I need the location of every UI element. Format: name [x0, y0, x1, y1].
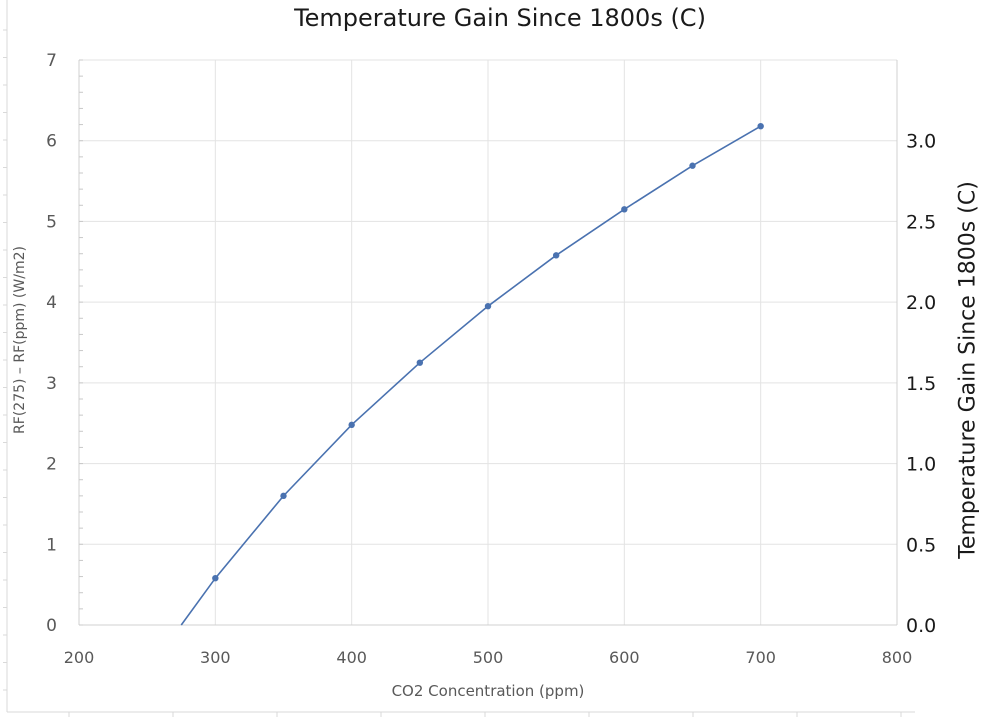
x-tick-label: 800: [882, 648, 913, 667]
data-point-marker: [689, 162, 696, 169]
chart-title: Temperature Gain Since 1800s (C): [294, 4, 706, 32]
x-tick-label: 200: [64, 648, 95, 667]
y-axis-right-ticks: 0.0 0.5 1.0 1.5 2.0 2.5 3.0: [906, 131, 936, 637]
data-point-marker: [621, 206, 628, 213]
data-series: [180, 122, 764, 626]
outer-frame: [3, 0, 915, 717]
x-tick-label: 400: [336, 648, 367, 667]
y2-tick-label: 0.5: [906, 534, 936, 556]
y2-tick-label: 2.5: [906, 211, 936, 233]
y2-tick-label: 1.0: [906, 454, 936, 476]
data-point-marker: [348, 421, 355, 429]
series-line: [180, 125, 762, 626]
data-point-marker: [552, 252, 560, 259]
data-point-marker: [212, 574, 219, 582]
y2-tick-label: 2.0: [906, 292, 936, 314]
y-tick-label: 5: [46, 212, 57, 232]
y-tick-label: 2: [46, 455, 57, 475]
data-point-marker: [280, 492, 287, 500]
y2-tick-label: 3.0: [906, 131, 936, 153]
y-tick-label: 7: [46, 51, 57, 71]
y-tick-label: 1: [46, 535, 57, 555]
x-tick-label: 300: [200, 648, 231, 667]
y-axis-left-ticks: 0 1 2 3 4 5 6 7: [46, 51, 57, 636]
x-tick-label: 700: [745, 648, 776, 667]
axes: [78, 59, 898, 626]
y-tick-label: 4: [46, 293, 57, 313]
x-axis-label: CO2 Concentration (ppm): [391, 682, 585, 700]
data-point-marker: [416, 359, 424, 366]
x-tick-label: 500: [473, 648, 504, 667]
x-axis-ticks: 200 300 400 500 600 700 800: [64, 648, 913, 667]
y2-tick-label: 1.5: [906, 373, 936, 395]
y-tick-label: 0: [46, 616, 57, 636]
data-point-marker: [484, 302, 492, 310]
data-point-marker: [757, 122, 764, 130]
y-tick-label: 3: [46, 374, 57, 394]
gridlines: [78, 59, 898, 626]
x-tick-label: 600: [609, 648, 640, 667]
y-tick-label: 6: [46, 132, 57, 152]
y2-tick-label: 0.0: [906, 615, 936, 637]
